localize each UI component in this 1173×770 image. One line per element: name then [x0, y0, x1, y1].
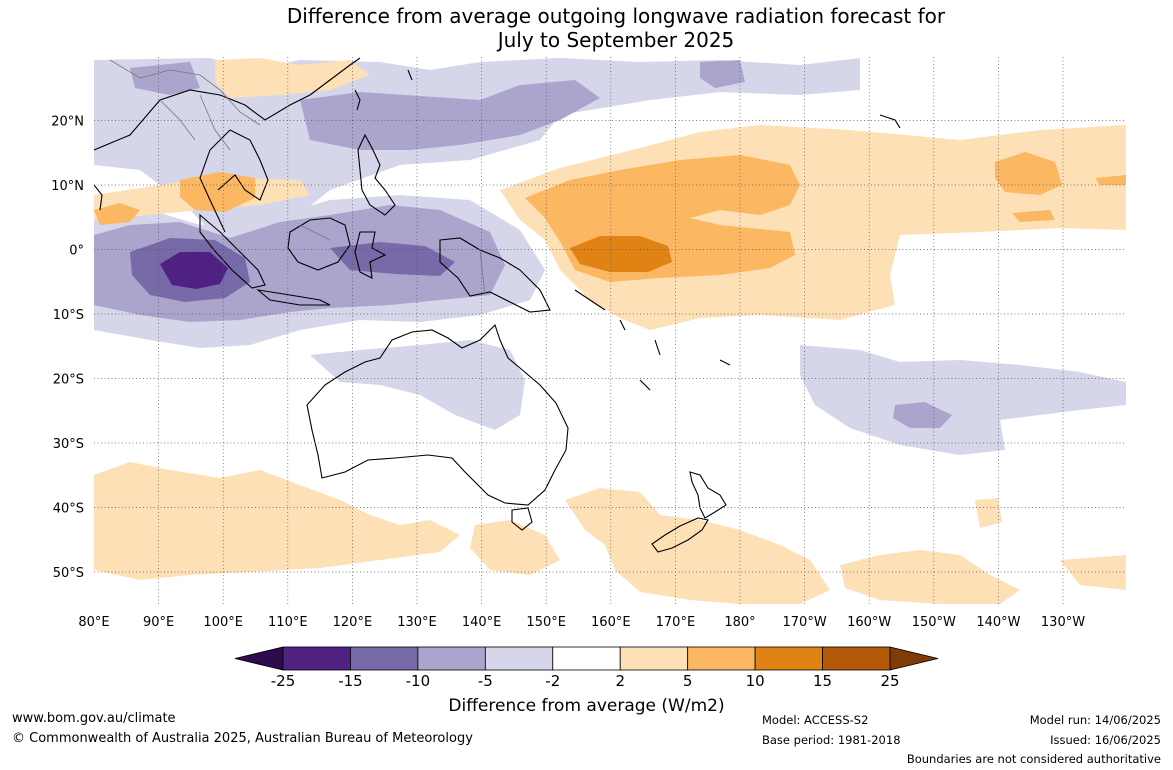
longitude-labels: 80°E 90°E 100°E 110°E 120°E 130°E 140°E 150°E 16…: [78, 615, 1085, 630]
longitude-label: 160°W: [847, 615, 891, 630]
country-borders: [109, 59, 486, 296]
colorbar-extend-high: [889, 646, 939, 671]
colorbar-segment: [484, 646, 554, 671]
base-period: Base period: 1981-2018: [762, 733, 901, 747]
longitude-label: 100°E: [203, 615, 243, 630]
anomaly-shading-very-strong-negative: [160, 252, 228, 289]
map-plot-area: [94, 57, 1126, 604]
title-line-1: Difference from average outgoing longwav…: [286, 4, 946, 28]
colorbar-segment: [619, 646, 689, 671]
latitude-label: 10°S: [53, 308, 84, 323]
anomaly-shading-strong-positive: [570, 236, 672, 272]
website-url: www.bom.gov.au/climate: [12, 711, 176, 726]
latitude-label: 10°N: [51, 179, 84, 194]
colorbar-tick-label: 25: [880, 672, 899, 690]
longitude-label: 150°E: [526, 615, 566, 630]
colorbar-title: Difference from average (W/m2): [448, 696, 725, 716]
latitude-label: 0°: [69, 244, 84, 259]
colorbar-tick-label: 5: [683, 672, 693, 690]
colorbar-tick-label: -25: [271, 672, 296, 690]
title-line-2: July to September 2025: [497, 28, 735, 52]
colorbar-segment: [417, 646, 486, 671]
anomaly-shading-moderate-negative: [94, 60, 952, 428]
issued-date: Issued: 16/06/2025: [1050, 733, 1161, 747]
latitude-label: 20°N: [51, 115, 84, 130]
longitude-label: 140°E: [462, 615, 502, 630]
colorbar-tick-label: 15: [813, 672, 832, 690]
colorbar: -25 -15 -10 -5 -2 2 5 10 15 25: [234, 646, 939, 690]
colorbar-segment: [350, 646, 419, 671]
longitude-label: 110°E: [268, 615, 308, 630]
model-name: Model: ACCESS-S2: [762, 713, 869, 727]
longitude-label: 80°E: [78, 615, 109, 630]
longitude-label: 170°W: [783, 615, 827, 630]
longitude-label: 130°E: [397, 615, 437, 630]
longitude-label: 170°E: [656, 615, 696, 630]
colorbar-tick-label: -2: [545, 672, 560, 690]
longitude-label: 160°E: [591, 615, 631, 630]
colorbar-tick-label: -10: [406, 672, 431, 690]
boundaries-disclaimer: Boundaries are not considered authoritat…: [906, 752, 1161, 766]
longitude-label: 180°: [724, 615, 755, 630]
colorbar-segment: [822, 646, 891, 671]
colorbar-segment: [282, 646, 351, 671]
map-title: Difference from average outgoing longwav…: [0, 4, 1173, 52]
colorbar-tick-label: -15: [338, 672, 363, 690]
copyright-notice: © Commonwealth of Australia 2025, Austra…: [12, 731, 473, 746]
model-run-date: Model run: 14/06/2025: [1029, 713, 1161, 727]
longitude-label: 120°E: [333, 615, 373, 630]
longitude-label: 140°W: [976, 615, 1020, 630]
latitude-labels: 20°N 10°N 0° 10°S 20°S 30°S 40°S 50°S: [51, 115, 84, 582]
latitude-label: 30°S: [53, 437, 84, 452]
longitude-label: 150°W: [912, 615, 956, 630]
coastlines: [94, 57, 901, 553]
longitude-label: 90°E: [143, 615, 174, 630]
latitude-label: 50°S: [53, 566, 84, 581]
colorbar-tick-label: 10: [746, 672, 765, 690]
longitude-label: 130°W: [1041, 615, 1085, 630]
graticule: [94, 57, 1126, 604]
colorbar-tick-label: -5: [478, 672, 493, 690]
colorbar-segment: [754, 646, 823, 671]
colorbar-segment: [552, 646, 621, 671]
latitude-label: 40°S: [53, 502, 84, 517]
latitude-label: 20°S: [53, 373, 84, 388]
colorbar-extend-low: [234, 646, 284, 671]
colorbar-segment: [687, 646, 756, 671]
colorbar-tick-label: 2: [615, 672, 625, 690]
